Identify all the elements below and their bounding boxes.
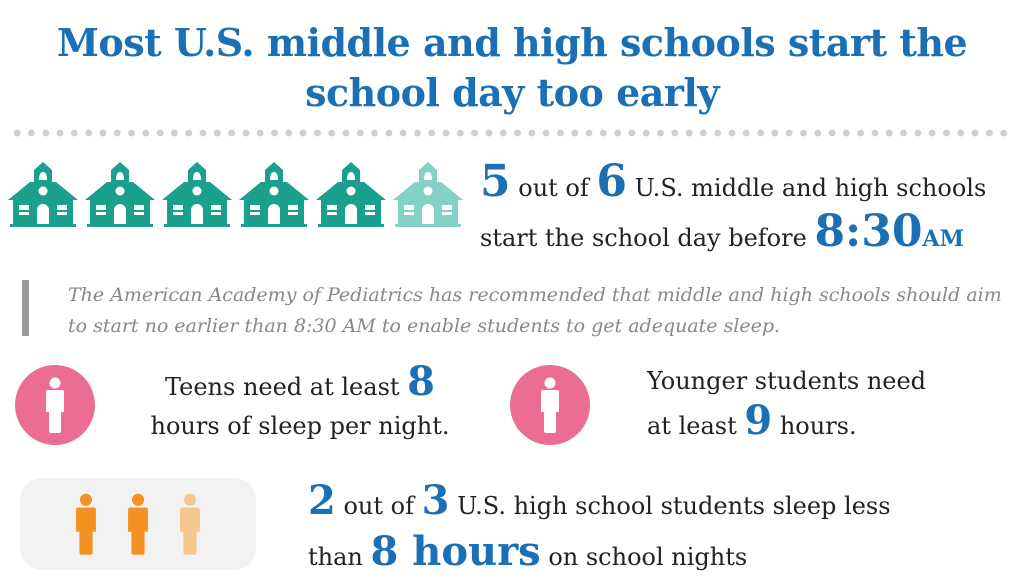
dotted-divider [10,129,1014,137]
person-icon [45,377,65,433]
teen-sleep-stat: Teens need at least 8 hours of sleep per… [150,358,450,441]
students-box [20,478,256,570]
younger-sleep-stat: Younger students need at least 9 hours. [647,367,927,444]
person-icon [540,377,560,433]
person-icon [179,493,201,555]
schoolhouse-icon [316,158,386,228]
school-start-stat: 5 out of 6 U.S. middle and high schools … [480,156,987,257]
student-sleep-stat: 2 out of 3 U.S. high school students sle… [308,477,891,575]
younger-circle [510,365,590,445]
person-icon [127,493,149,555]
aap-quote: The American Academy of Pediatrics has r… [68,284,1002,337]
schoolhouse-icon [239,158,309,228]
schools-row [8,158,463,228]
quote-bar [22,280,29,336]
schoolhouse-icon [393,158,463,228]
person-icon [75,493,97,555]
schoolhouse-icon [85,158,155,228]
page-title: Most U.S. middle and high schools start … [56,20,968,115]
teen-circle [15,365,95,445]
schoolhouse-icon [162,158,232,228]
schoolhouse-icon [8,158,78,228]
